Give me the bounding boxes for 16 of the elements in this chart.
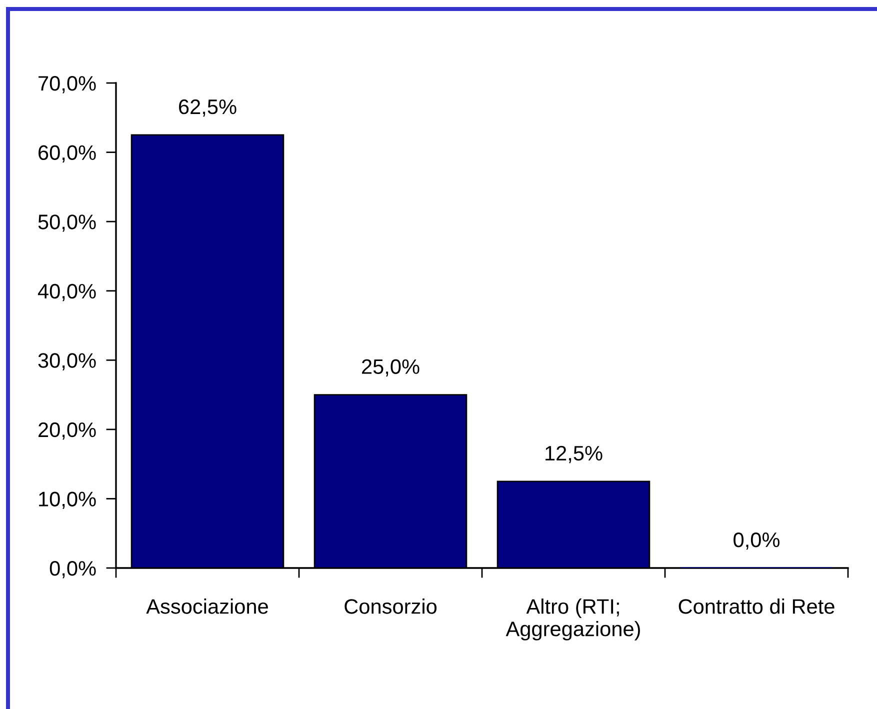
data-label: 0,0% xyxy=(734,532,780,550)
data-label: 25,0% xyxy=(362,359,420,376)
y-tick-label: 50,0% xyxy=(38,214,96,232)
y-tick-label: 40,0% xyxy=(38,284,96,302)
y-tick-label: 60,0% xyxy=(38,145,96,162)
y-tick-label: 30,0% xyxy=(38,353,96,370)
x-tick-label: Contratto di Rete xyxy=(678,598,834,614)
y-tick-label: 0,0% xyxy=(50,561,96,578)
data-label: 62,5% xyxy=(179,99,236,117)
x-tick-label: Consorzio xyxy=(344,598,437,614)
x-tick-label: Associazione xyxy=(146,598,268,614)
x-tick-label: Altro (RTI; Aggregazione) xyxy=(506,598,640,640)
y-tick-label: 20,0% xyxy=(38,422,96,440)
y-tick-label: 70,0% xyxy=(38,76,96,94)
y-tick-label: 10,0% xyxy=(39,492,96,509)
data-label: 12,5% xyxy=(546,446,602,464)
